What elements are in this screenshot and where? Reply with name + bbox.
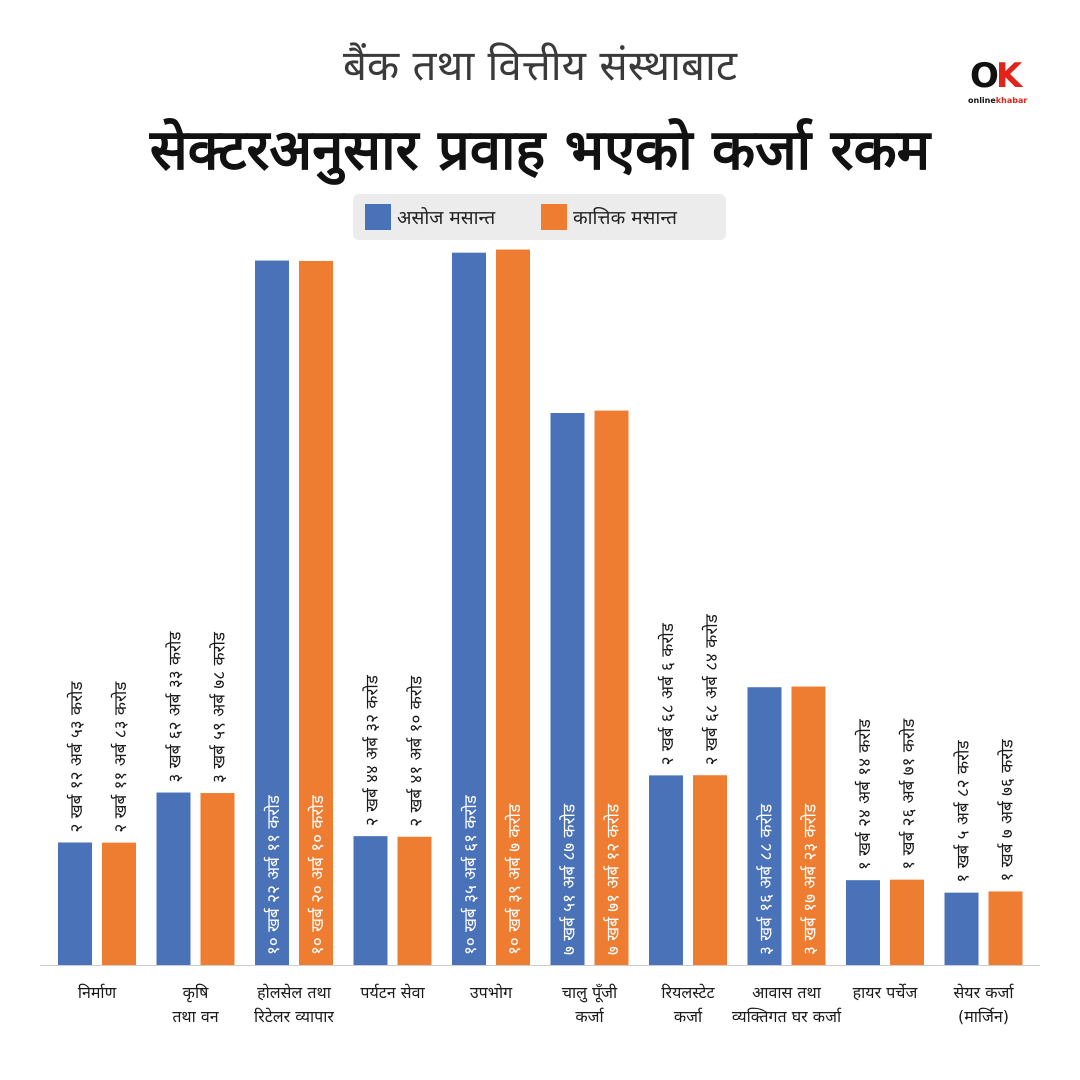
bar-ashoj-5 [550, 413, 585, 965]
bar-ashoj-7 [747, 687, 782, 965]
bar-kartik-6 [693, 775, 727, 965]
bar-kartik-4 [496, 249, 530, 965]
bar-ashoj-4 [452, 252, 486, 966]
data-label-kartik-9: १ खर्ब ७ अर्ब ७६ करोड [997, 738, 1018, 881]
logo-mark-o: O [970, 56, 999, 96]
logo-wordmark: onlinekhabar [968, 96, 1027, 105]
bar-kartik-2 [299, 260, 333, 966]
bar-kartik-5 [594, 410, 629, 965]
category-label-1-1: तथा वन [172, 1007, 219, 1026]
data-label-ashoj-1: ३ खर्ब ६२ अर्ब ३३ करोड [165, 631, 186, 783]
category-label-2-1: रिटेलर व्यापार [254, 1007, 334, 1026]
category-label-6-0: रियलस्टेट [661, 983, 715, 1002]
logo-word-khabar: khabar [995, 96, 1028, 105]
data-label-ashoj-5: ७ खर्ब ५१ अर्ब ८७ करोड [559, 803, 580, 955]
data-label-kartik-8: १ खर्ब २६ अर्ब ७१ करोड [898, 718, 919, 870]
bar-ashoj-3 [353, 836, 388, 965]
data-label-ashoj-3: २ खर्ब ४४ अर्ब ३२ करोड [362, 674, 383, 826]
category-label-5-0: चालु पूँजी [562, 983, 618, 1003]
category-label-3-0: पर्यटन सेवा [360, 983, 425, 1002]
bar-ashoj-8 [846, 880, 880, 965]
data-label-ashoj-4: १० खर्ब ३५ अर्ब ६१ करोड [460, 794, 481, 955]
bar-ashoj-6 [649, 775, 683, 965]
logo-mark: OK [970, 56, 1022, 96]
legend-swatch-kartik [541, 204, 567, 230]
data-label-kartik-6: २ खर्ब ६८ अर्ब ८४ करोड [701, 613, 722, 765]
data-label-kartik-2: १० खर्ब २० अर्ब १० करोड [307, 794, 328, 955]
category-label-6-1: कर्जा [674, 1007, 703, 1026]
category-label-9-1: (मार्जिन) [958, 1007, 1009, 1026]
data-label-ashoj-2: १० खर्ब २२ अर्ब ११ करोड [263, 794, 284, 955]
legend-item-kartik: कात्तिक मसान्त [541, 202, 677, 232]
bar-kartik-7 [791, 686, 826, 965]
category-label-8-0: हायर पर्चेज [853, 983, 919, 1002]
data-label-kartik-3: २ खर्ब ४१ अर्ब १० करोड [406, 675, 427, 827]
category-label-4-0: उपभोग [470, 983, 513, 1002]
category-label-9-0: सेयर कर्जा [953, 983, 1014, 1002]
category-label-0-0: निर्माण [78, 983, 117, 1002]
data-label-ashoj-8: १ खर्ब २४ अर्ब १४ करोड [854, 718, 875, 870]
data-label-ashoj-9: १ खर्ब ५ अर्ब ८२ करोड [953, 740, 974, 883]
data-label-kartik-5: ७ खर्ब ७१ अर्ब १२ करोड [603, 803, 624, 955]
bar-ashoj-2 [255, 260, 289, 965]
data-label-ashoj-0: २ खर्ब १२ अर्ब ५३ करोड [66, 681, 87, 833]
bar-kartik-3 [397, 836, 432, 965]
bar-kartik-9 [988, 891, 1023, 965]
bar-kartik-1 [200, 793, 235, 965]
category-label-2-0: होलसेल तथा [257, 983, 332, 1002]
category-label-7-0: आवास तथा [752, 983, 822, 1002]
data-label-ashoj-7: ३ खर्ब १६ अर्ब ८८ करोड [756, 803, 777, 955]
data-label-kartik-1: ३ खर्ब ५९ अर्ब ७८ करोड [209, 631, 230, 783]
bar-ashoj-1 [156, 792, 191, 965]
data-label-ashoj-6: २ खर्ब ६८ अर्ब ६ करोड [657, 622, 678, 765]
bar-kartik-8 [890, 879, 924, 965]
data-label-kartik-0: २ खर्ब ११ अर्ब ८३ करोड [110, 681, 131, 833]
legend-label-ashoj: असोज मसान्त [397, 207, 496, 229]
data-label-kartik-7: ३ खर्ब १७ अर्ब २३ करोड [800, 803, 821, 955]
chart-title: सेक्टरअनुसार प्रवाह भएको कर्जा रकम [149, 118, 931, 183]
legend-swatch-ashoj [365, 204, 391, 230]
category-label-5-1: कर्जा [575, 1007, 604, 1026]
logo-word-online: online [968, 96, 996, 105]
chart-subtitle: बैंक तथा वित्तीय संस्थाबाट [342, 41, 738, 90]
chart-legend: असोज मसान्त कात्तिक मसान्त [353, 194, 726, 240]
logo-mark-k: K [995, 56, 1022, 96]
category-label-7-1: व्यक्तिगत घर कर्जा [732, 1007, 842, 1026]
onlinekhabar-logo: OK onlinekhabar [968, 58, 1038, 108]
legend-label-kartik: कात्तिक मसान्त [573, 207, 678, 229]
data-label-kartik-4: १० खर्ब ३९ अर्ब ७ करोड [504, 803, 525, 955]
bar-kartik-0 [102, 842, 136, 965]
bar-ashoj-0 [58, 842, 92, 965]
category-label-1-0: कृषि [183, 983, 209, 1003]
bar-ashoj-9 [944, 892, 979, 965]
legend-item-ashoj: असोज मसान्त [365, 202, 495, 232]
